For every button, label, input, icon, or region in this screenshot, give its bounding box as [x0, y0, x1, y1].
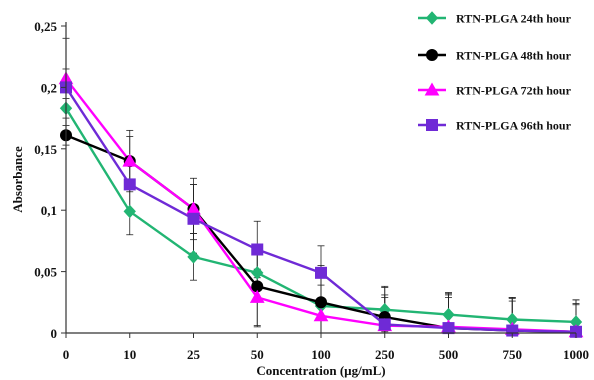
- legend-marker: [425, 11, 439, 25]
- series-3-point: [122, 153, 138, 167]
- y-tick-label: 0,15: [34, 142, 57, 157]
- series-4-point: [123, 178, 136, 191]
- y-tick-label: 0,05: [34, 265, 57, 280]
- y-tick-label: 0,25: [34, 19, 57, 34]
- x-tick-label: 500: [439, 347, 459, 362]
- y-tick-labels: 0 0,05 0,1 0,15 0,2 0,25: [34, 19, 66, 341]
- error-bars: [62, 37, 580, 334]
- legend-label: RTN-PLGA 72th hour: [456, 84, 572, 98]
- legend-label: RTN-PLGA 48th hour: [456, 49, 572, 63]
- x-tick-label: 0: [63, 347, 70, 362]
- x-tick-label: 100: [311, 347, 331, 362]
- legend-item: RTN-PLGA 96th hour: [418, 119, 572, 133]
- x-tick-label: 250: [375, 347, 395, 362]
- series-1-point: [187, 250, 200, 264]
- legend-item: RTN-PLGA 72th hour: [418, 82, 572, 98]
- legend-label: RTN-PLGA 24th hour: [456, 12, 572, 26]
- series-1-point: [442, 307, 455, 322]
- x-tick-labels: 0 10 25 50 100 250 500 750 1000: [63, 333, 589, 362]
- x-tick-label: 25: [187, 347, 201, 362]
- series-3-point: [313, 308, 329, 322]
- legend-marker: [426, 49, 438, 61]
- legend-marker: [426, 119, 438, 131]
- legend-item: RTN-PLGA 48th hour: [418, 49, 572, 63]
- x-tick-label: 10: [123, 347, 136, 362]
- series-4-point: [378, 318, 391, 331]
- series-4-point: [315, 266, 327, 279]
- series-1-point: [123, 204, 136, 219]
- series-4-point: [442, 322, 455, 335]
- y-axis-title: Absorbance: [10, 146, 25, 213]
- legend: RTN-PLGA 24th hour RTN-PLGA 48th hour RTN-…: [418, 11, 572, 133]
- legend-label: RTN-PLGA 96th hour: [456, 119, 572, 133]
- y-tick-label: 0: [51, 326, 58, 341]
- series-1-point: [251, 266, 264, 280]
- series-2-point: [315, 296, 327, 309]
- y-tick-label: 0,1: [41, 203, 57, 218]
- x-tick-label: 750: [503, 347, 523, 362]
- series-4-point: [251, 243, 264, 256]
- legend-marker: [424, 82, 440, 96]
- series-markers: [58, 71, 584, 338]
- series-4-point: [187, 212, 200, 225]
- series-3-point: [249, 289, 265, 303]
- y-tick-label: 0,2: [41, 80, 57, 95]
- x-tick-label: 1000: [563, 347, 589, 362]
- legend-item: RTN-PLGA 24th hour: [418, 11, 572, 26]
- x-axis-title: Concentration (µg/mL): [256, 363, 385, 378]
- x-tick-label: 50: [251, 347, 264, 362]
